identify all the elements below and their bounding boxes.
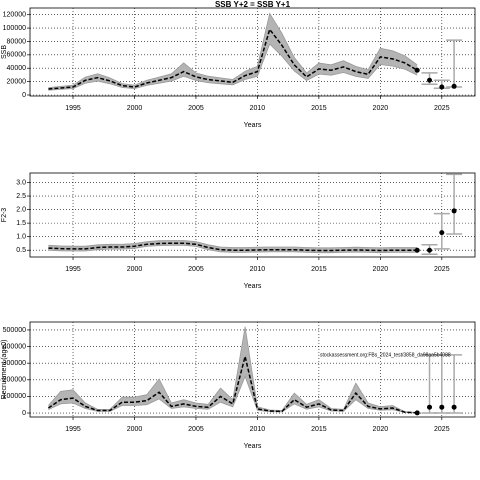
y-tick-label: 2.5	[16, 193, 26, 200]
y-tick-label: 100000	[3, 393, 26, 400]
x-tick-label: 2020	[373, 105, 389, 112]
x-axis-label: Years	[244, 283, 262, 290]
x-tick-label: 2020	[373, 426, 389, 433]
y-axis-label: F2-3	[1, 208, 8, 223]
x-tick-label: 2025	[434, 105, 450, 112]
x-tick-label: 2010	[250, 266, 266, 273]
last-point	[414, 67, 420, 73]
x-axis-label: Years	[244, 122, 262, 129]
y-tick-label: 120000	[3, 12, 26, 19]
y-tick-label: 0.5	[16, 247, 26, 254]
x-tick-label: 2005	[188, 266, 204, 273]
estimate-line	[48, 27, 418, 90]
estimate-line	[47, 356, 418, 414]
plot-frame	[29, 321, 476, 418]
x-tick-label: 2000	[127, 266, 143, 273]
x-tick-label: 2010	[250, 105, 266, 112]
annotation: stockassessment.org:FBs_2024_test/3858_d…	[320, 352, 451, 358]
y-tick-label: 20000	[7, 78, 27, 85]
ci-lower	[48, 375, 418, 414]
ci-band	[48, 326, 418, 413]
x-tick-label: 2005	[188, 105, 204, 112]
ci-lower	[48, 43, 418, 91]
forecast-point	[439, 404, 445, 410]
x-tick-label: 2025	[434, 426, 450, 433]
plot-frame	[29, 172, 476, 258]
x-tick-label: 2015	[311, 105, 327, 112]
x-tick-label: 1995	[65, 426, 81, 433]
x-tick-label: 2025	[434, 266, 450, 273]
forecast-point	[427, 404, 433, 410]
ci-upper	[48, 326, 418, 414]
y-tick-label: 300000	[3, 360, 26, 367]
y-tick-label: 100000	[3, 25, 26, 32]
x-tick-label: 1995	[65, 105, 81, 112]
x-tick-label: 2015	[311, 426, 327, 433]
y-tick-label: 1.5	[16, 220, 26, 227]
x-tick-label: 2005	[188, 426, 204, 433]
chart-title: SSB Y+2 = SSB Y+1	[215, 0, 291, 9]
ci-band	[48, 13, 418, 91]
y-axis-label: Recruitment (age0)	[1, 340, 8, 400]
y-tick-label: 400000	[3, 343, 26, 350]
forecast-point	[451, 208, 457, 214]
ci-lower	[48, 244, 418, 254]
x-tick-label: 2000	[127, 105, 143, 112]
x-tick-label: 2010	[250, 426, 266, 433]
y-tick-label: 500000	[3, 327, 26, 334]
forecast-point	[451, 83, 457, 89]
y-tick-label: 0	[22, 92, 26, 99]
y-tick-label: 1.0	[16, 234, 26, 241]
plot-frame	[29, 7, 476, 97]
forecast-point	[451, 404, 457, 410]
ci-band	[48, 240, 418, 253]
x-tick-label: 1995	[65, 266, 81, 273]
last-point	[414, 410, 420, 416]
x-tick-label: 2020	[373, 266, 389, 273]
y-tick-label: 80000	[7, 38, 27, 45]
ci-upper	[48, 12, 418, 88]
y-tick-label: 200000	[3, 377, 26, 384]
y-tick-label: 0	[22, 410, 26, 417]
y-axis-label: SSB	[1, 45, 8, 59]
y-tick-label: 3.0	[16, 179, 26, 186]
x-axis-label: Years	[244, 443, 262, 450]
x-tick-label: 2015	[311, 266, 327, 273]
x-tick-label: 2000	[127, 426, 143, 433]
estimate-line	[48, 242, 418, 252]
ci-upper	[48, 240, 418, 249]
last-point	[414, 247, 420, 253]
forecast-point	[439, 84, 445, 90]
forecast-point	[427, 77, 433, 83]
forecast-point	[439, 230, 445, 236]
forecast-point	[427, 247, 433, 253]
y-tick-label: 60000	[7, 52, 27, 59]
y-tick-label: 40000	[7, 65, 27, 72]
y-tick-label: 2.0	[16, 206, 26, 213]
